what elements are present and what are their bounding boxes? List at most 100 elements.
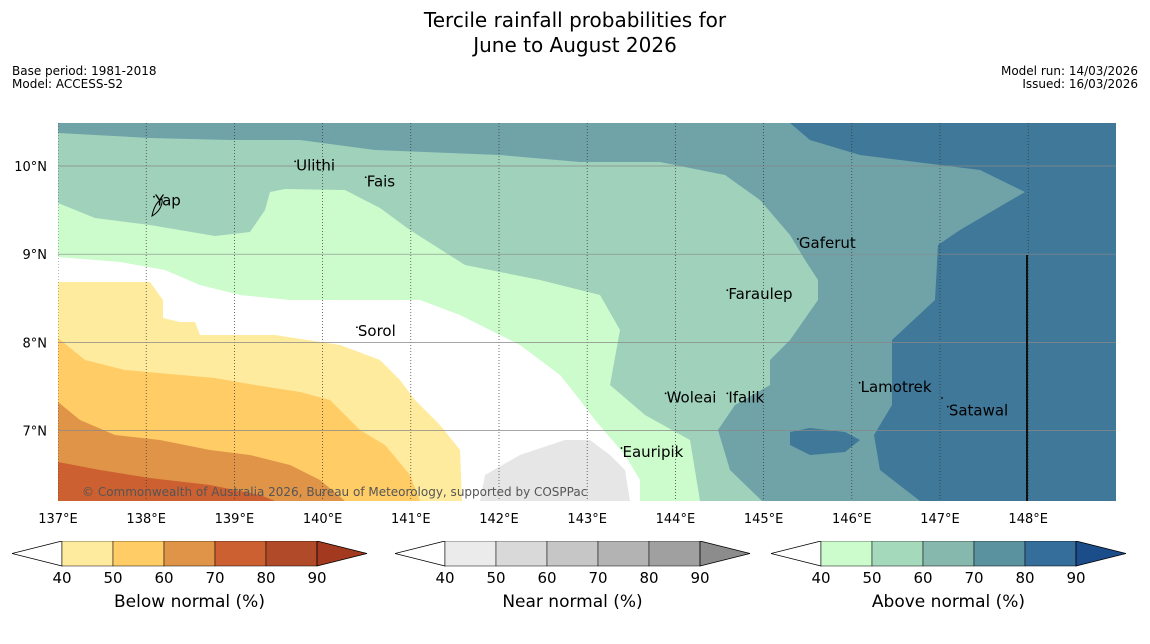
meta-left: Base period: 1981-2018 Model: ACCESS-S2 xyxy=(12,65,157,91)
colorbar-low-extension xyxy=(771,541,822,567)
colorbar-tick-label: 60 xyxy=(913,569,932,587)
island-marker xyxy=(796,238,799,240)
place-name: Sorol xyxy=(358,322,396,340)
colorbar-title-3: Above normal (%) xyxy=(871,592,1026,612)
island-marker xyxy=(664,392,667,395)
colorbar-tick-label: 90 xyxy=(1066,569,1085,587)
title-line-1: Tercile rainfall probabilities for xyxy=(423,8,727,32)
colorbar-segment xyxy=(61,541,114,567)
lon-tick-label: 146°E xyxy=(832,512,872,527)
place-faraulep: Faraulep xyxy=(726,285,793,303)
probability-fields xyxy=(58,123,1116,501)
issued-date: Issued: 16/03/2026 xyxy=(1022,77,1138,91)
colorbar-tick-label: 60 xyxy=(154,569,173,587)
place-yap: Yap xyxy=(153,192,181,210)
colorbar-3: 40 50 60 70 80 90 xyxy=(771,541,1127,587)
place-name: Ulithi xyxy=(296,156,335,174)
colorbar-tick-label: 40 xyxy=(435,569,454,587)
model-run: Model run: 14/03/2026 xyxy=(1000,64,1138,78)
lon-tick-label: 143°E xyxy=(567,512,607,527)
place-name: Fais xyxy=(367,172,396,190)
colorbar-low-extension xyxy=(395,541,446,567)
lon-tick-label: 147°E xyxy=(920,512,960,527)
lon-tick-label: 145°E xyxy=(744,512,784,527)
place-ifalik: Ifalik xyxy=(726,388,765,406)
lat-tick-label: 9°N xyxy=(23,248,48,263)
colorbar-tick-label: 70 xyxy=(205,569,224,587)
colorbar-segment xyxy=(1024,541,1077,567)
colorbar-tick-label: 80 xyxy=(256,569,275,587)
field-above-70-patch xyxy=(790,428,860,455)
colorbar-tick-label: 40 xyxy=(52,569,71,587)
island-marker xyxy=(941,397,943,399)
field-near-normal-40 xyxy=(480,440,630,501)
latitude-tick-labels: 10°N 9°N 8°N 7°N xyxy=(14,160,47,440)
colorbar-tick-label: 90 xyxy=(307,569,326,587)
lon-tick-label: 138°E xyxy=(126,512,166,527)
colorbar-segment xyxy=(495,541,548,567)
island-marker xyxy=(858,381,861,384)
lat-tick-label: 7°N xyxy=(23,425,48,440)
colorbar-segment xyxy=(871,541,924,567)
colorbar-1: 40 50 60 70 80 90 xyxy=(12,541,368,587)
lon-tick-label: 140°E xyxy=(303,512,343,527)
colorbar-title-1: Below normal (%) xyxy=(114,592,265,612)
place-name: Lamotrek xyxy=(861,378,932,396)
place-name: Gaferut xyxy=(799,234,856,252)
colorbar-high-extension xyxy=(316,541,368,567)
colorbar-high-extension xyxy=(1075,541,1127,567)
yap-island-outline xyxy=(151,198,163,217)
colorbar-segment xyxy=(973,541,1026,567)
attribution-text: © Commonwealth of Australia 2026, Bureau… xyxy=(82,485,587,499)
field-above-70 xyxy=(790,123,1116,501)
island-marker xyxy=(620,447,623,449)
place-eauripik: Eauripik xyxy=(620,443,684,461)
colorbar-tick-label: 80 xyxy=(1015,569,1034,587)
colorbar-tick-label: 40 xyxy=(811,569,830,587)
colorbar-title-2: Near normal (%) xyxy=(502,592,643,612)
colorbar-tick-label: 50 xyxy=(103,569,122,587)
colorbar-segment xyxy=(444,541,497,567)
island-marker xyxy=(726,392,729,395)
colorbar-segment xyxy=(922,541,975,567)
colorbar-segment xyxy=(820,541,873,567)
place-lamotrek: Lamotrek xyxy=(858,378,932,396)
place-woleai: Woleai xyxy=(664,388,717,406)
lon-tick-label: 144°E xyxy=(656,512,696,527)
colorbar-tick-label: 70 xyxy=(964,569,983,587)
lon-tick-label: 139°E xyxy=(215,512,255,527)
lat-tick-label: 8°N xyxy=(23,336,48,351)
gridlines xyxy=(58,123,1116,501)
colorbar-2: 40 50 60 70 80 90 xyxy=(395,541,751,587)
colorbar-tick-label: 60 xyxy=(537,569,556,587)
colorbar-segment xyxy=(163,541,216,567)
lon-tick-label: 137°E xyxy=(38,512,78,527)
place-satawal: Satawal xyxy=(946,402,1008,420)
place-name: Yap xyxy=(154,192,181,210)
meta-right: Model run: 14/03/2026 Issued: 16/03/2026 xyxy=(1001,65,1138,91)
colorbar-tick-label: 90 xyxy=(690,569,709,587)
colorbar-tick-label: 50 xyxy=(862,569,881,587)
place-sorol: Sorol xyxy=(355,322,396,340)
place-name: Ifalik xyxy=(728,388,764,406)
base-period: Base period: 1981-2018 xyxy=(12,64,157,78)
chart-title: Tercile rainfall probabilities for June … xyxy=(0,8,1150,58)
place-fais: Fais xyxy=(364,172,396,190)
lon-tick-label: 141°E xyxy=(391,512,431,527)
place-name: Woleai xyxy=(667,388,717,406)
colorbar-segment xyxy=(112,541,165,567)
colorbar-tick-label: 80 xyxy=(639,569,658,587)
model-name: Model: ACCESS-S2 xyxy=(12,77,124,91)
place-name: Eauripik xyxy=(622,443,683,461)
place-name: Satawal xyxy=(949,402,1008,420)
colorbar-tick-label: 70 xyxy=(588,569,607,587)
longitude-tick-labels: 137°E 138°E 139°E 140°E 141°E 142°E 143°E 144°E… xyxy=(38,512,1048,527)
island-marker xyxy=(294,160,297,163)
island-marker xyxy=(726,289,729,292)
island-marker xyxy=(364,176,367,179)
colorbar-segment xyxy=(648,541,701,567)
place-name: Faraulep xyxy=(728,285,792,303)
place-ulithi: Ulithi xyxy=(294,156,335,174)
place-labels: Yap Ulithi Fais Gaferut Faraulep Sorol Woleai I… xyxy=(151,156,1008,461)
